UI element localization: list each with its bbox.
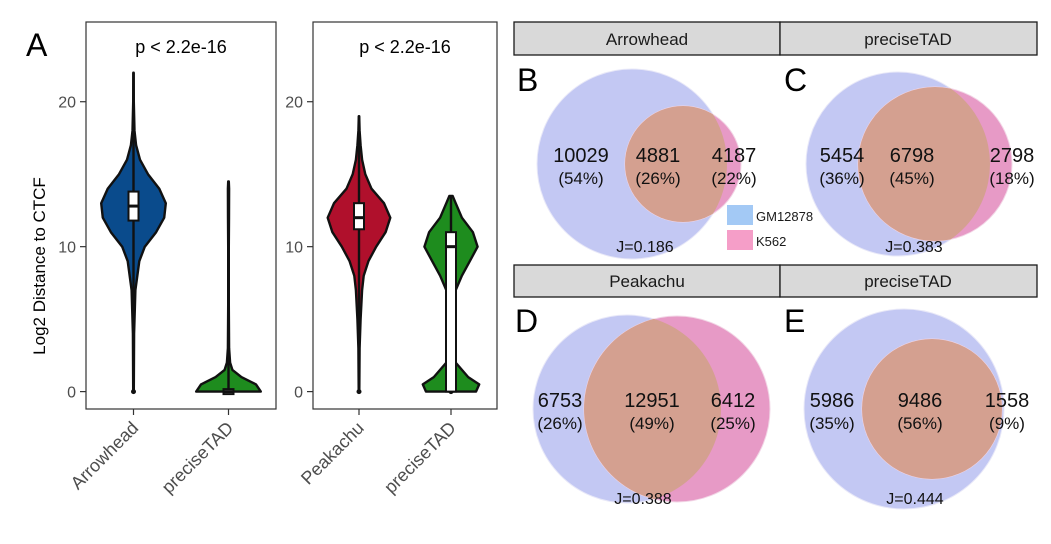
venn-count-overlap: 4881 (636, 145, 681, 167)
venn-percent-right: (18%) (989, 169, 1034, 188)
panel-letter-e: E (784, 303, 805, 339)
venn-count-right: 4187 (712, 145, 757, 167)
venn-count-left: 10029 (553, 145, 609, 167)
panel-letter-d: D (515, 303, 538, 339)
strip-label: Arrowhead (606, 30, 688, 49)
venn-overlap (584, 316, 721, 502)
venn-count-right: 2798 (990, 145, 1035, 167)
venn-overlap (625, 106, 727, 222)
venn-percent-left: (36%) (819, 169, 864, 188)
strip-peakachu: Peakachu (513, 264, 781, 298)
jaccard-index: J=0.444 (886, 491, 943, 508)
strip-arrowhead: Arrowhead (513, 21, 781, 56)
venn-percent-left: (35%) (809, 414, 854, 433)
venn-count-left: 5454 (820, 145, 865, 167)
venn-count-right: 6412 (711, 390, 756, 412)
venn-diagram-d: 6753 (26%) 12951 (49%) 6412 (25%) J=0.388 (532, 314, 771, 508)
venn-count-left: 5986 (810, 390, 855, 412)
venn-count-overlap: 6798 (890, 145, 935, 167)
strip-label: preciseTAD (864, 272, 952, 291)
legend-swatch-k562 (727, 230, 753, 250)
venn-overlap (862, 339, 1002, 479)
venn-percent-overlap: (26%) (635, 169, 680, 188)
venn-percent-overlap: (45%) (889, 169, 934, 188)
venn-percent-left: (26%) (537, 414, 582, 433)
legend-label-gm12878: GM12878 (756, 209, 813, 224)
y-tick-label: 0 (294, 385, 303, 402)
venn-percent-right: (25%) (710, 414, 755, 433)
venn-diagram-e: 5986 (35%) 9486 (56%) 1558 (9%) J=0.444 (803, 308, 1030, 510)
chart-title: p < 2.2e-16 (359, 37, 451, 57)
venn-diagram-b: 10029 (54%) 4881 (26%) 4187 (22%) J=0.186 (536, 68, 757, 260)
strip-precisetad-bottom: preciseTAD (779, 264, 1038, 298)
panel-letter-a: A (26, 27, 48, 63)
venn-percent-overlap: (56%) (897, 414, 942, 433)
venn-count-overlap: 12951 (624, 390, 680, 412)
panel-letter-c: C (784, 62, 807, 98)
venn-percent-right: (9%) (989, 414, 1025, 433)
jaccard-index: J=0.186 (616, 239, 673, 256)
venn-percent-left: (54%) (558, 169, 603, 188)
outlier-point (356, 389, 362, 395)
y-tick-label: 20 (285, 95, 303, 112)
venn-overlap (858, 87, 990, 241)
strip-label: preciseTAD (864, 30, 952, 49)
box (445, 231, 457, 393)
y-tick-label: 10 (285, 240, 303, 257)
strip-label: Peakachu (609, 272, 685, 291)
jaccard-index: J=0.383 (885, 239, 942, 256)
legend-label-k562: K562 (756, 234, 786, 249)
x-tick-label: preciseTAD (380, 418, 460, 498)
x-tick-label: Peakachu (297, 418, 368, 489)
violin-plot-peakachu-precisetad: p < 2.2e-16 0 10 20 Peakachu preciseTAD (285, 21, 498, 498)
venn-percent-right: (22%) (711, 169, 756, 188)
outlier-point (131, 389, 136, 395)
chart-title: p < 2.2e-16 (135, 37, 227, 57)
panel-letter-b: B (517, 62, 538, 98)
jaccard-index: J=0.388 (614, 491, 671, 508)
y-axis-label: Log2 Distance to CTCF (30, 177, 49, 355)
strip-precisetad-top: preciseTAD (779, 21, 1038, 56)
legend-swatch-gm12878 (727, 205, 753, 225)
y-tick-label: 20 (58, 95, 76, 112)
x-tick-label: Arrowhead (67, 418, 143, 494)
violin-plot-arrowhead-precisetad: p < 2.2e-16 0 10 20 Arrowhead preciseTAD (58, 21, 277, 498)
venn-count-right: 1558 (985, 390, 1030, 412)
venn-diagram-c: 5454 (36%) 6798 (45%) 2798 (18%) J=0.383 (805, 71, 1035, 257)
panel-a: A Log2 Distance to CTCF p < 2.2e-16 0 10 20… (26, 21, 498, 498)
venn-count-overlap: 9486 (898, 390, 943, 412)
y-tick-label: 0 (67, 385, 76, 402)
venn-percent-overlap: (49%) (629, 414, 674, 433)
x-tick-label: preciseTAD (158, 418, 238, 498)
venn-count-left: 6753 (538, 390, 583, 412)
y-tick-label: 10 (58, 240, 76, 257)
legend: GM12878 K562 (727, 205, 813, 250)
